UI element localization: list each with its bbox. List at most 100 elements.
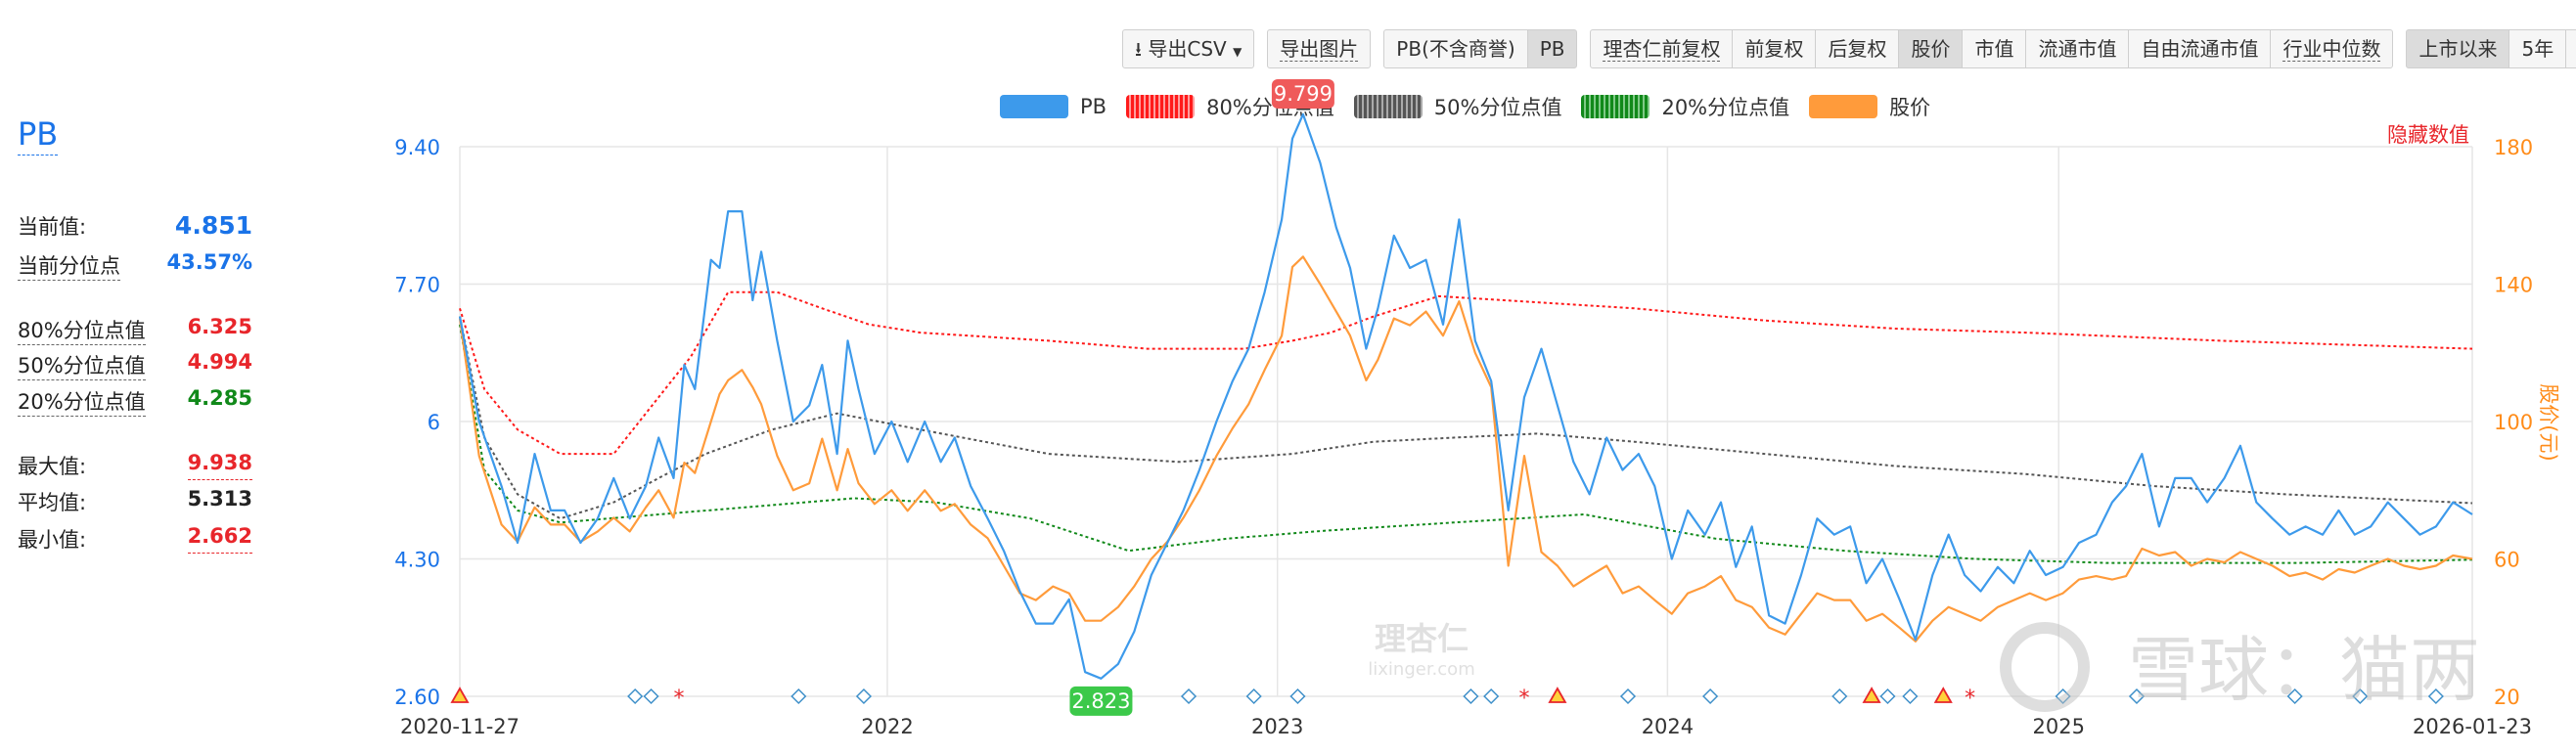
- legend-label-pb: PB: [1080, 95, 1107, 118]
- event-diamond-icon: [1702, 688, 1719, 705]
- event-diamond-icon: [791, 688, 807, 705]
- series-line-pb: [458, 112, 2473, 680]
- price-backward-adjusted-button[interactable]: 后复权: [1815, 29, 1900, 68]
- stat-current-percentile-label: 当前分位点: [18, 250, 120, 281]
- max-value-badge: [1271, 78, 1334, 109]
- event-star-icon: *: [1519, 687, 1530, 711]
- y-right-tick-label: 180: [2494, 136, 2533, 159]
- legend-swatch-p50: [1353, 95, 1423, 118]
- y-left-tick-label: 9.40: [394, 136, 440, 159]
- price-market-cap-button[interactable]: 市值: [1962, 29, 2027, 68]
- stat-avg-number: 5.313: [187, 487, 252, 511]
- y-left-tick-label: 7.70: [394, 274, 440, 297]
- xueqiu-logo-icon: [2000, 622, 2090, 712]
- x-tick-label: 2024: [1642, 715, 1694, 738]
- price-group: 理杏仁前复权 前复权 后复权 股价 市值 流通市值 自由流通市值 行业中位数: [1590, 29, 2394, 68]
- price-industry-median-label: 行业中位数: [2282, 37, 2381, 62]
- stat-current-percentile: 当前分位点 43.57%: [18, 250, 252, 281]
- stat-current-value: 当前值: 4.851: [18, 211, 252, 241]
- event-diamond-icon: [1619, 688, 1637, 705]
- range-5y-button[interactable]: 5年: [2508, 29, 2567, 68]
- event-diamond-icon: [1463, 688, 1479, 705]
- series-line-p80: [459, 290, 2473, 456]
- range-since-listing-button[interactable]: 上市以来: [2406, 29, 2510, 68]
- range-3y-button[interactable]: 3年: [2565, 29, 2576, 68]
- stat-min: 最小值: 2.662: [18, 524, 252, 554]
- stat-current-percentile-number: 43.57%: [166, 250, 252, 274]
- chart-axes: 9.40 7.70 6 4.30 2.60 180 140 100 60 20 股价(元) 2020-…: [394, 136, 2560, 738]
- stat-avg: 平均值: 5.313: [18, 487, 252, 516]
- metric-pb-button[interactable]: PB: [1526, 29, 1578, 68]
- event-triangle-icon: [1862, 687, 1881, 703]
- stat-p20: 20%分位点值 4.285: [18, 386, 252, 417]
- watermark-xueqiu: 雪球：猫两: [2000, 622, 2480, 712]
- export-csv-label: 导出CSV: [1148, 37, 1227, 61]
- x-tick-label: 2023: [1251, 715, 1303, 738]
- event-star-icon: *: [673, 687, 684, 711]
- caret-down-icon: ▼: [1233, 45, 1243, 59]
- y-left-tick-label: 4.30: [394, 549, 440, 572]
- metric-group: PB(不含商誉) PB: [1383, 29, 1578, 68]
- stats-title[interactable]: PB: [18, 115, 59, 155]
- series-line-price: [458, 255, 2473, 643]
- chart-series: [458, 112, 2473, 680]
- price-lixinger-adjusted-button[interactable]: 理杏仁前复权: [1590, 29, 1734, 68]
- stat-min-label: 最小值:: [18, 528, 87, 552]
- watermark-lixinger-en: lixinger.com: [1368, 659, 1474, 680]
- y-left-tick-label: 6: [428, 411, 440, 434]
- y-right-tick-label: 140: [2494, 274, 2533, 297]
- x-tick-label: 2022: [861, 715, 913, 738]
- watermark-xueqiu-text: 雪球：猫两: [2128, 629, 2480, 711]
- y-right-tick-label: 60: [2494, 549, 2520, 572]
- legend-label-p50: 50%分位点值: [1433, 96, 1562, 119]
- legend-label-price: 股价: [1889, 96, 1931, 119]
- stat-p50-label: 50%分位点值: [18, 350, 146, 380]
- event-diamond-icon: [1289, 688, 1306, 705]
- watermark-lixinger: 理杏仁 lixinger.com: [1368, 620, 1474, 680]
- event-diamond-icon: [1902, 688, 1919, 705]
- price-lixinger-adjusted-label: 理杏仁前复权: [1603, 37, 1721, 62]
- event-diamond-icon: [1831, 688, 1848, 705]
- price-free-float-cap-button[interactable]: 自由流通市值: [2128, 29, 2272, 68]
- y-right-axis-label: 股价(元): [2537, 383, 2560, 461]
- legend-item-price[interactable]: 股价: [1809, 92, 1930, 121]
- max-value-badge-label: 9.799: [1274, 82, 1333, 106]
- toolbar: ⭳ 导出CSV ▼ 导出图片 PB(不含商誉) PB 理杏仁前复权 前复权 后复…: [1122, 29, 2576, 68]
- download-icon: ⭳: [1135, 37, 1142, 61]
- event-diamond-icon: [855, 688, 872, 705]
- event-diamond-icon: [1180, 688, 1198, 705]
- legend-swatch-price: [1809, 95, 1878, 118]
- export-image-group: 导出图片: [1267, 29, 1372, 68]
- stat-p80-number: 6.325: [187, 315, 252, 338]
- stat-p20-label: 20%分位点值: [18, 386, 146, 417]
- chart-grid: [459, 146, 2473, 697]
- event-triangle-icon: [450, 687, 470, 703]
- min-value-badge: [1069, 686, 1133, 716]
- hide-values-link[interactable]: 隐藏数值: [2387, 123, 2469, 147]
- export-image-label: 导出图片: [1280, 37, 1359, 62]
- legend-item-pb[interactable]: PB: [1000, 95, 1107, 118]
- stat-p80-label: 80%分位点值: [18, 315, 146, 345]
- x-tick-label: 2020-11-27: [400, 715, 520, 738]
- stat-current-value-label: 当前值:: [18, 215, 87, 239]
- series-line-p50: [459, 316, 2473, 520]
- legend-swatch-p80: [1126, 95, 1196, 118]
- event-diamond-icon: [2352, 688, 2369, 705]
- event-diamond-icon: [1483, 688, 1500, 705]
- watermark-lixinger-cn: 理杏仁: [1375, 620, 1469, 657]
- metric-pb-ex-goodwill-button[interactable]: PB(不含商誉): [1383, 29, 1528, 68]
- stat-min-number: 2.662: [187, 524, 252, 554]
- legend-item-p20[interactable]: 20%分位点值: [1581, 92, 1789, 121]
- series-line-p20: [459, 324, 2473, 564]
- price-industry-median-button[interactable]: 行业中位数: [2270, 29, 2394, 68]
- min-value-badge-label: 2.823: [1071, 689, 1130, 713]
- stat-max-number: 9.938: [187, 451, 252, 480]
- stat-p50: 50%分位点值 4.994: [18, 350, 252, 380]
- y-left-tick-label: 2.60: [394, 686, 440, 709]
- legend-item-p50[interactable]: 50%分位点值: [1353, 92, 1562, 121]
- x-tick-label: 2026-01-23: [2413, 715, 2532, 738]
- stat-max: 最大值: 9.938: [18, 451, 252, 480]
- price-stock-price-button[interactable]: 股价: [1898, 29, 1964, 68]
- export-csv-button[interactable]: ⭳ 导出CSV ▼: [1122, 29, 1255, 68]
- export-image-button[interactable]: 导出图片: [1267, 29, 1372, 68]
